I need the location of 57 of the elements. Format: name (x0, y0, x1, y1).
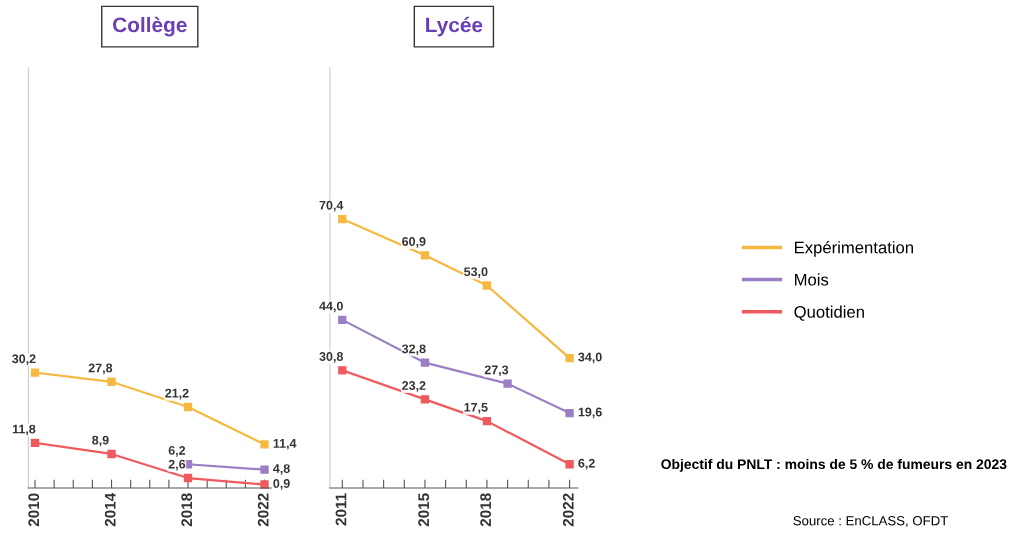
data-label: 44,0 (319, 301, 343, 313)
legend-label: Quotidien (794, 305, 864, 321)
x-tick-label: 2018 (181, 493, 193, 527)
point (107, 449, 116, 459)
data-label: 2,6 (168, 459, 186, 471)
data-label: 6,2 (168, 446, 186, 457)
chart-title: Collège (113, 16, 187, 37)
data-label: 4,8 (273, 464, 290, 475)
data-label: 27,8 (88, 363, 113, 375)
data-label: 11,8 (12, 424, 36, 436)
x-tick-label: 2011 (335, 493, 347, 526)
source-note: Source : EnCLASS, OFDT (793, 516, 948, 527)
point (338, 315, 347, 325)
data-label: 34,0 (578, 352, 602, 364)
point (482, 281, 492, 290)
data-label: 32,8 (401, 344, 426, 356)
data-label: 23,2 (402, 381, 426, 392)
chart-title: Lycée (426, 16, 483, 37)
data-label: 21,2 (165, 388, 189, 400)
data-label: 30,2 (12, 354, 36, 366)
text: Objectif du PNLT : moins de 5 % de fumeurs en 2023 (661, 458, 1007, 472)
point (482, 416, 492, 426)
legend-label: Mois (795, 273, 829, 286)
legend-label: Expérimentation (795, 240, 913, 257)
x-tick-label: 2018 (480, 493, 492, 527)
x-tick-label: 2015 (418, 493, 430, 527)
data-label: 17,5 (464, 402, 488, 414)
point (260, 465, 269, 474)
data-label: 11,4 (273, 439, 297, 450)
data-label: 60,9 (402, 237, 426, 248)
point (565, 353, 574, 363)
point (503, 379, 512, 388)
data-label: 0,9 (273, 479, 290, 490)
point (420, 358, 430, 367)
point (30, 368, 40, 377)
point (420, 251, 430, 260)
point (183, 402, 193, 412)
data-label: 19,6 (578, 407, 602, 419)
x-tick-label: 2010 (28, 493, 40, 527)
point (565, 408, 574, 418)
point (30, 438, 40, 448)
data-label: 8,9 (92, 435, 109, 447)
data-label: 70,4 (319, 200, 344, 212)
x-tick-label: 2022 (257, 493, 269, 527)
data-label: 6,2 (578, 458, 595, 470)
x-tick-label: 2022 (562, 493, 574, 527)
data-label: 27,3 (484, 365, 509, 377)
point (107, 377, 116, 386)
point (565, 460, 574, 469)
point (338, 214, 347, 224)
data-label: 30,8 (319, 352, 343, 363)
point (260, 440, 269, 449)
data-label: 53,0 (464, 267, 488, 278)
point (183, 473, 193, 483)
x-tick-label: 2014 (104, 492, 116, 527)
point (338, 366, 347, 375)
point (420, 395, 430, 404)
